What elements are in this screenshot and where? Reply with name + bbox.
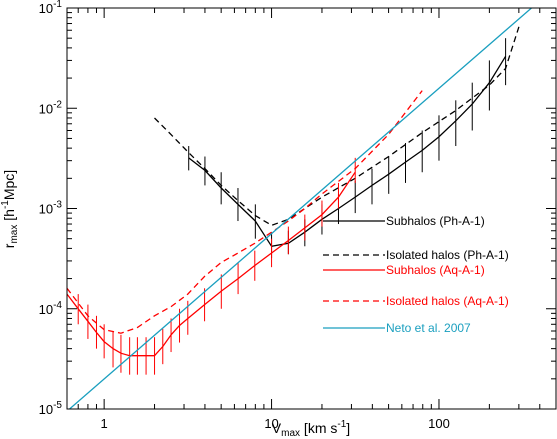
y-tick-label: 10-5 <box>39 400 63 417</box>
x-axis-label-base: V <box>272 420 282 436</box>
y-tick-label: 10-3 <box>39 200 63 217</box>
series-isolated-halos-ph-a-1 <box>154 26 520 227</box>
legend-label-neto-et-al-2007: Neto et al. 2007 <box>386 321 471 335</box>
x-axis-label: Vmax [km s-1] <box>272 419 350 439</box>
legend-label-subhalos-aq-a-1: Subhalos (Aq-A-1) <box>386 263 485 277</box>
series-subhalos-aq-a-1 <box>67 171 356 357</box>
y-tick-label: 10-1 <box>39 0 63 16</box>
series-subhalos-ph-a-1 <box>188 55 507 248</box>
x-tick-label: 1 <box>101 416 108 431</box>
legend-label-subhalos-ph-a-1: Subhalos (Ph-A-1) <box>386 214 485 228</box>
x-axis-label-sub: max <box>281 428 300 439</box>
series-layer <box>67 8 533 409</box>
y-axis-label-base: r <box>1 243 17 248</box>
x-tick-label: 10 <box>264 416 278 431</box>
series-neto-et-al-2007 <box>68 8 533 409</box>
y-tick-label: 10-2 <box>39 99 63 116</box>
y-axis-label-unit: [h <box>1 209 17 225</box>
x-axis-label-unit-end: ] <box>346 420 350 436</box>
series-isolated-halos-aq-a-1 <box>67 90 423 334</box>
y-axis-label-sub: max <box>9 225 20 244</box>
x-axis-label-unit: [km s <box>300 420 337 436</box>
legend: Subhalos (Ph-A-1) Isolated halos (Ph-A-1)… <box>323 214 509 335</box>
legend-label-isolated-halos-ph-a-1: Isolated halos (Ph-A-1) <box>386 248 509 262</box>
x-tick-label: 100 <box>428 416 450 431</box>
y-axis-label: rmax [h-1Mpc] <box>0 170 20 248</box>
legend-label-isolated-halos-aq-a-1: Isolated halos (Aq-A-1) <box>386 294 509 308</box>
y-axis-label-unit-end: Mpc] <box>1 170 17 200</box>
ticks-layer: 1 10 100 10-5 10-4 10-3 10-2 10-1 <box>39 0 557 431</box>
y-axis-label-unit-sup: -1 <box>0 200 11 209</box>
plot-frame <box>66 7 557 410</box>
y-tick-label: 10-4 <box>39 300 63 317</box>
x-axis-label-unit-sup: -1 <box>337 419 346 430</box>
